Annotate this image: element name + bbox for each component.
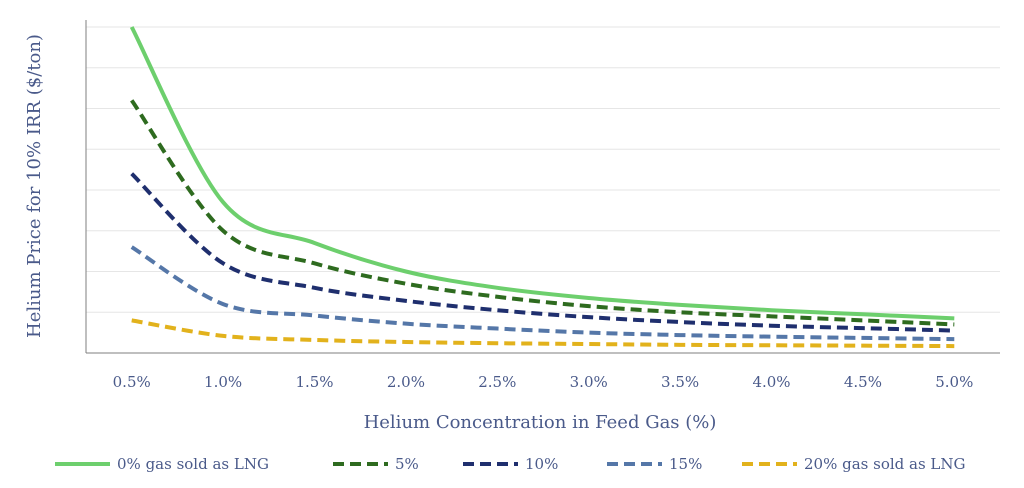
series-line-3: [130, 245, 955, 342]
gridlines: [86, 26, 1000, 313]
legend-label-1: 5%: [395, 455, 419, 473]
series-line-0: [129, 26, 955, 321]
x-axis-title: Helium Concentration in Feed Gas (%): [364, 412, 717, 433]
legend-label-2: 10%: [525, 455, 558, 473]
x-tick-label: 2.0%: [387, 373, 425, 391]
legend-label-0: 0% gas sold as LNG: [117, 455, 269, 473]
series-lines: [129, 26, 955, 349]
x-tick-label: 4.5%: [844, 373, 882, 391]
x-tick-label: 3.5%: [661, 373, 699, 391]
legend-label-4: 20% gas sold as LNG: [804, 455, 966, 473]
y-axis-title: Helium Price for 10% IRR ($/ton): [24, 34, 45, 338]
axes: [85, 20, 1000, 354]
x-tick-label: 1.5%: [295, 373, 333, 391]
x-tick-label: 1.0%: [204, 373, 242, 391]
x-tick-label: 5.0%: [935, 373, 973, 391]
x-tick-label: 2.5%: [478, 373, 516, 391]
x-tick-label: 3.0%: [570, 373, 608, 391]
series-line-2: [130, 172, 955, 333]
x-tick-labels: 0.5% 1.0% 1.5% 2.0% 2.5% 3.0% 3.5% 4.0% 4.5% 5.0%: [113, 373, 974, 391]
series-line-4: [131, 318, 955, 349]
series-line-1: [130, 99, 955, 327]
x-tick-label: 0.5%: [113, 373, 151, 391]
legend-label-3: 15%: [669, 455, 702, 473]
legend: 0% gas sold as LNG 5% 10% 15% 20% gas sold a…: [55, 455, 966, 473]
x-tick-label: 4.0%: [752, 373, 790, 391]
